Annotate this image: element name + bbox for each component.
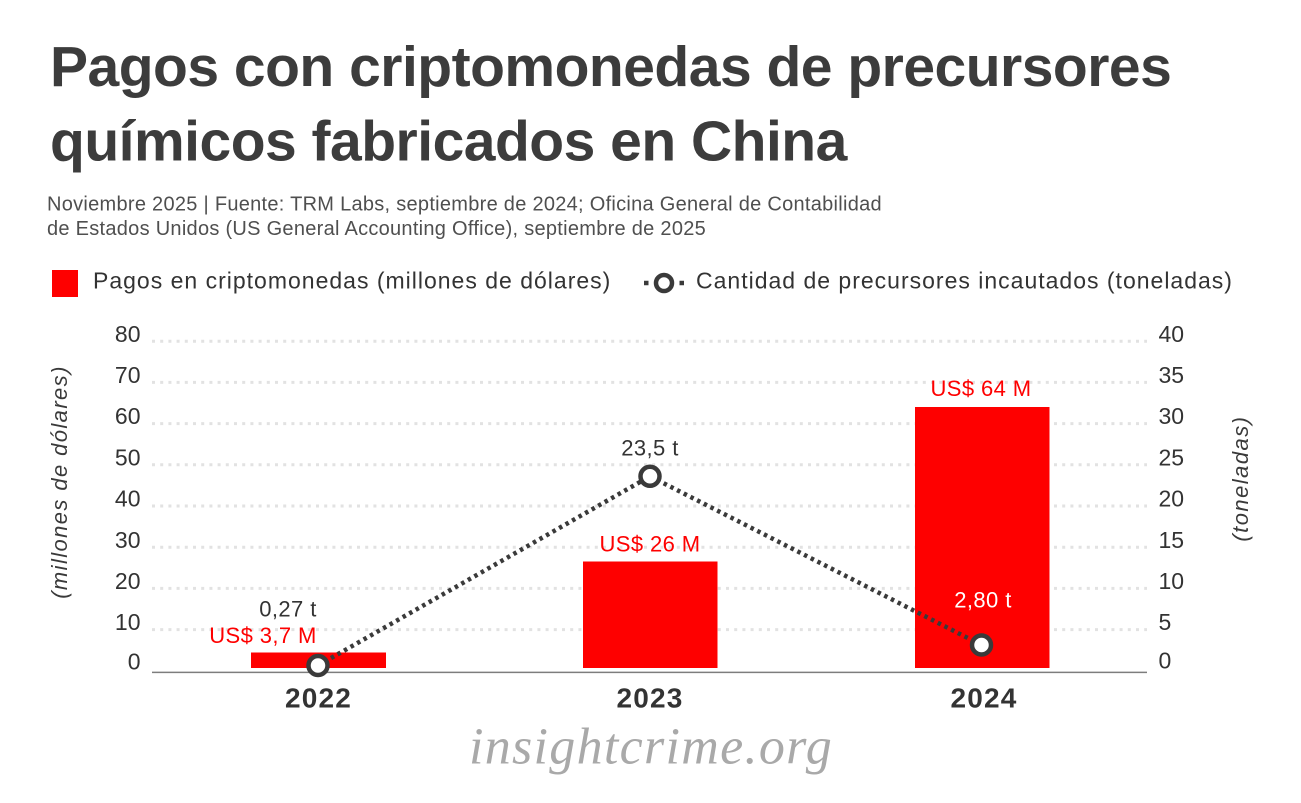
svg-text:0: 0 — [128, 649, 141, 675]
svg-text:0: 0 — [1159, 647, 1172, 673]
svg-text:30: 30 — [1159, 403, 1185, 429]
svg-text:35: 35 — [1159, 362, 1185, 388]
svg-text:10: 10 — [115, 609, 141, 635]
svg-text:(toneladas): (toneladas) — [1228, 416, 1253, 542]
svg-text:US$ 26 M: US$ 26 M — [599, 532, 700, 557]
svg-text:Pagos en criptomonedas (millon: Pagos en criptomonedas (millones de dóla… — [93, 268, 611, 294]
svg-text:0,27 t: 0,27 t — [259, 596, 316, 621]
svg-text:20: 20 — [1159, 486, 1185, 512]
svg-text:25: 25 — [1159, 444, 1185, 470]
svg-text:Pagos con criptomonedas de pre: Pagos con criptomonedas de precursores — [50, 35, 1171, 99]
svg-text:Cantidad de precursores incaut: Cantidad de precursores incautados (tone… — [696, 268, 1233, 294]
svg-text:(millones de dólares): (millones de dólares) — [47, 365, 72, 599]
svg-text:US$ 64 M: US$ 64 M — [930, 376, 1031, 401]
svg-text:insightcrime.org: insightcrime.org — [469, 719, 833, 776]
svg-text:70: 70 — [115, 362, 141, 388]
svg-text:10: 10 — [1159, 568, 1185, 594]
svg-text:US$ 3,7 M: US$ 3,7 M — [209, 623, 317, 648]
svg-text:químicos fabricados en China: químicos fabricados en China — [50, 110, 849, 174]
svg-text:2,80 t: 2,80 t — [954, 588, 1011, 613]
svg-text:2023: 2023 — [616, 683, 683, 714]
svg-text:2022: 2022 — [285, 683, 352, 714]
svg-text:de Estados Unidos (US General: de Estados Unidos (US General Accounting… — [47, 218, 706, 240]
svg-text:60: 60 — [115, 403, 141, 429]
svg-text:30: 30 — [115, 527, 141, 553]
svg-text:15: 15 — [1159, 527, 1185, 553]
svg-text:50: 50 — [115, 444, 141, 470]
svg-text:2024: 2024 — [950, 683, 1017, 714]
svg-text:5: 5 — [1159, 609, 1172, 635]
svg-text:80: 80 — [115, 321, 141, 347]
svg-text:20: 20 — [115, 568, 141, 594]
svg-text:Noviembre 2025 | Fuente: TRM L: Noviembre 2025 | Fuente: TRM Labs, septi… — [47, 193, 882, 215]
svg-text:40: 40 — [115, 486, 141, 512]
svg-text:40: 40 — [1159, 321, 1185, 347]
svg-text:23,5 t: 23,5 t — [621, 435, 678, 460]
